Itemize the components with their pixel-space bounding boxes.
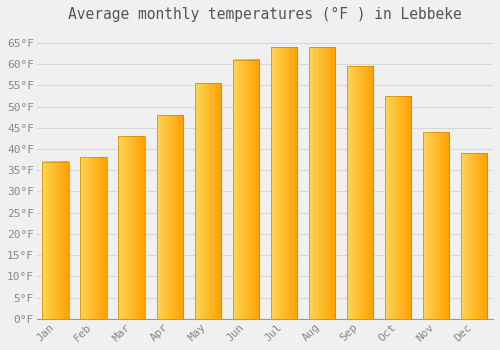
Title: Average monthly temperatures (°F ) in Lebbeke: Average monthly temperatures (°F ) in Le… (68, 7, 462, 22)
